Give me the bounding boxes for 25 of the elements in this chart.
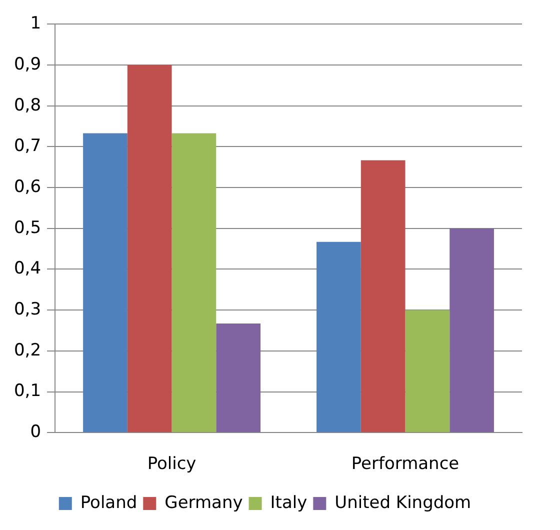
y-tick-label: 0 xyxy=(30,422,42,442)
y-tick-label: 0,7 xyxy=(14,136,42,156)
y-tick-label: 1 xyxy=(30,14,42,34)
y-tick-label: 0,4 xyxy=(14,258,42,279)
y-tick-label: 0,6 xyxy=(14,176,42,197)
legend-label: Poland xyxy=(80,492,138,513)
bar xyxy=(127,65,172,432)
y-tick-label: 0,1 xyxy=(14,381,42,402)
y-tick-label: 0,5 xyxy=(14,218,42,238)
x-tick-label: Performance xyxy=(351,454,460,474)
y-tick-label: 0,3 xyxy=(14,300,42,320)
y-tick-label: 0,9 xyxy=(14,54,42,74)
bar xyxy=(83,133,128,432)
bar xyxy=(316,242,361,432)
x-tick-label: Policy xyxy=(147,454,196,474)
bar xyxy=(216,324,260,432)
bar xyxy=(450,228,494,432)
bar xyxy=(405,310,450,432)
y-tick-label: 0,2 xyxy=(14,340,42,360)
bar xyxy=(360,160,406,432)
legend-label: Italy xyxy=(270,492,308,513)
legend-label: Germany xyxy=(164,492,243,513)
y-tick-label: 0,8 xyxy=(14,95,42,116)
legend-label: United Kingdom xyxy=(334,492,472,513)
bar xyxy=(172,133,216,432)
